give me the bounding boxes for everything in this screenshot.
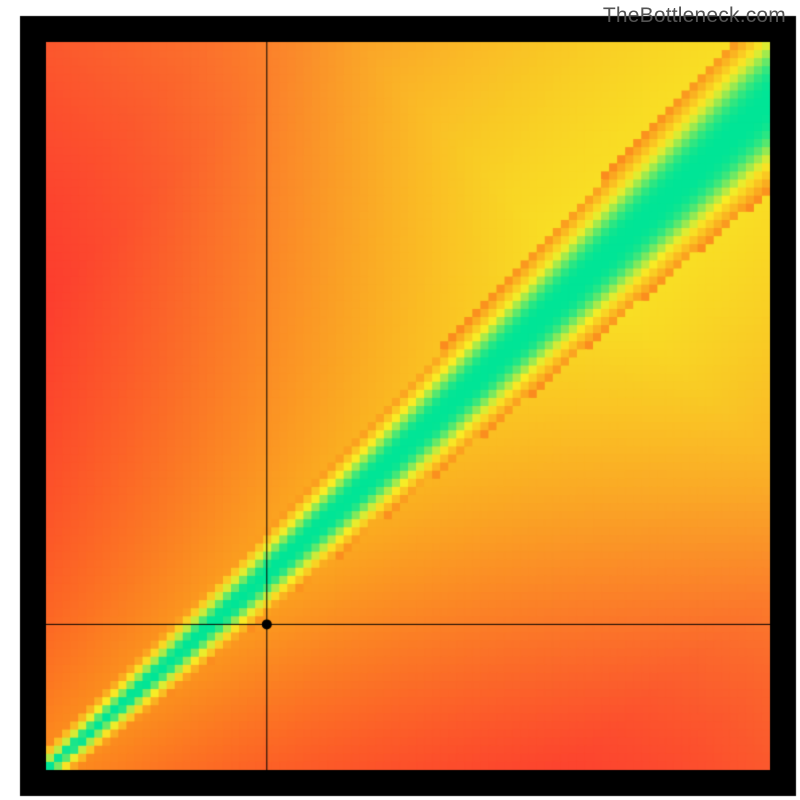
chart-container: TheBottleneck.com [0,0,800,800]
watermark-text: TheBottleneck.com [603,4,786,28]
heatmap-canvas [0,0,800,800]
